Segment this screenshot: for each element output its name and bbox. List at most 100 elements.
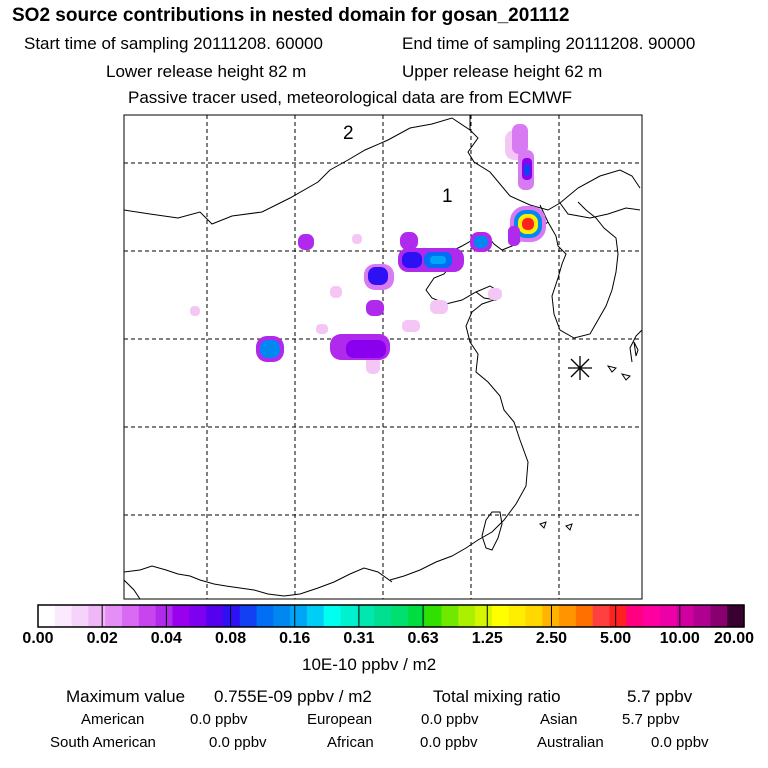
max-value-label: Maximum value: [66, 687, 186, 706]
lower-release-label: Lower release height 82 m: [106, 62, 307, 81]
region-value: 5.7 ppbv: [622, 711, 680, 728]
chart-title: SO2 source contributions in nested domai…: [12, 5, 570, 26]
colorbar-cell: [357, 605, 375, 627]
colorbar-tick-label: 0.16: [279, 630, 311, 647]
colorbar-cell: [559, 605, 577, 627]
haze-cell: [352, 234, 362, 244]
colorbar-cell: [491, 605, 510, 627]
region-value: 0.0 ppbv: [651, 734, 709, 751]
colorbar-tick-label: 5.00: [600, 630, 632, 647]
map-frame: [123, 114, 643, 600]
concentration-cell: [522, 218, 534, 230]
colorbar-cell: [508, 605, 527, 627]
colorbar-tick-label: 0.63: [407, 630, 439, 647]
colorbar-cell: [290, 605, 308, 627]
concentration-cell: [508, 226, 520, 246]
colorbar-cell: [189, 605, 207, 627]
colorbar-cell: [676, 605, 695, 627]
concentration-cell: [400, 232, 418, 250]
region-label-1: 1: [442, 186, 453, 207]
region-name: Australian: [537, 734, 604, 751]
region-name: American: [81, 711, 145, 728]
concentration-layer: [190, 124, 546, 374]
colorbar-cell: [592, 605, 611, 627]
colorbar-cell: [441, 605, 459, 627]
colorbar-cell: [256, 605, 274, 627]
colorbar-cell: [323, 605, 342, 627]
haze-cell: [488, 288, 502, 300]
colorbar-tick-label: 0.02: [86, 630, 118, 647]
haze-cell: [316, 324, 328, 334]
colorbar-cell: [659, 605, 678, 627]
colorbar-cell: [727, 605, 745, 627]
concentration-cell: [366, 300, 384, 316]
region-value: 0.0 ppbv: [190, 711, 248, 728]
concentration-cell: [402, 252, 422, 268]
colorbar-cell: [693, 605, 711, 627]
colorbar-cell: [222, 605, 241, 627]
colorbar-tick-label: 2.50: [535, 630, 568, 647]
upper-release-label: Upper release height 62 m: [402, 62, 603, 81]
colorbar-cell: [424, 605, 443, 627]
max-value: 0.755E-09 ppbv / m2: [214, 687, 372, 706]
colorbar: [37, 604, 745, 628]
colorbar-cell: [239, 605, 258, 627]
colorbar-tick-label: 0.04: [150, 630, 182, 647]
colorbar-cell: [475, 605, 493, 627]
concentration-cell: [524, 164, 530, 176]
colorbar-cell: [88, 605, 106, 627]
haze-cell: [430, 300, 448, 314]
colorbar-cell: [575, 605, 594, 627]
colorbar-cell: [374, 605, 392, 627]
colorbar-tick-label: 20.00: [713, 630, 755, 647]
colorbar-cell: [71, 605, 90, 627]
colorbar-cell: [54, 605, 73, 627]
haze-cell: [330, 286, 342, 298]
concentration-cell: [474, 236, 488, 248]
haze-cell: [366, 356, 380, 374]
region-name: African: [327, 734, 374, 751]
colorbar-cell: [340, 605, 358, 627]
concentration-cell: [430, 256, 446, 264]
concentration-cell: [260, 340, 280, 358]
colorbar-cell: [710, 605, 728, 627]
colorbar-tick-label: 0.31: [343, 630, 375, 647]
haze-cell: [190, 306, 200, 316]
colorbar-cell: [525, 605, 543, 627]
colorbar-cell: [38, 605, 56, 627]
colorbar-cell: [122, 605, 140, 627]
receptor-marker-icon: [568, 356, 592, 380]
colorbar-tick-label: 0.08: [214, 630, 247, 647]
map-layer: [124, 115, 642, 599]
map-plot: 2 1: [123, 114, 643, 600]
colorbar-tick-label: 1.25: [471, 630, 503, 647]
region-value: 0.0 ppbv: [421, 711, 479, 728]
colorbar-cell: [105, 605, 123, 627]
grid-lines: [124, 115, 642, 599]
end-time-label: End time of sampling 20111208. 90000: [402, 34, 696, 53]
region-name: European: [307, 711, 373, 728]
colorbar-cell: [138, 605, 157, 627]
total-mixing-value: 5.7 ppbv: [627, 687, 693, 706]
region-value: 0.0 ppbv: [420, 734, 478, 751]
concentration-cell: [512, 124, 528, 154]
region-name: Asian: [540, 711, 578, 728]
colorbar-cell: [391, 605, 409, 627]
concentration-cell: [298, 234, 314, 250]
start-time-label: Start time of sampling 20111208. 60000: [24, 34, 323, 53]
total-mixing-label: Total mixing ratio: [433, 687, 561, 706]
colorbar-cell: [273, 605, 291, 627]
concentration-cell: [346, 340, 386, 358]
colorbar-unit: 10E-10 ppbv / m2: [302, 655, 437, 674]
colorbar-cell: [172, 605, 190, 627]
colorbar-tick-label: 0.00: [22, 630, 54, 647]
region-label-2: 2: [343, 123, 354, 144]
colorbar-cell: [609, 605, 627, 627]
haze-cell: [402, 320, 420, 332]
colorbar-cell: [306, 605, 325, 627]
colorbar-tick-label: 10.00: [659, 630, 700, 647]
colorbar-cell: [407, 605, 426, 627]
colorbar-cell: [626, 605, 644, 627]
tracer-note: Passive tracer used, meteorological data…: [128, 88, 573, 107]
region-name: South American: [50, 734, 156, 751]
